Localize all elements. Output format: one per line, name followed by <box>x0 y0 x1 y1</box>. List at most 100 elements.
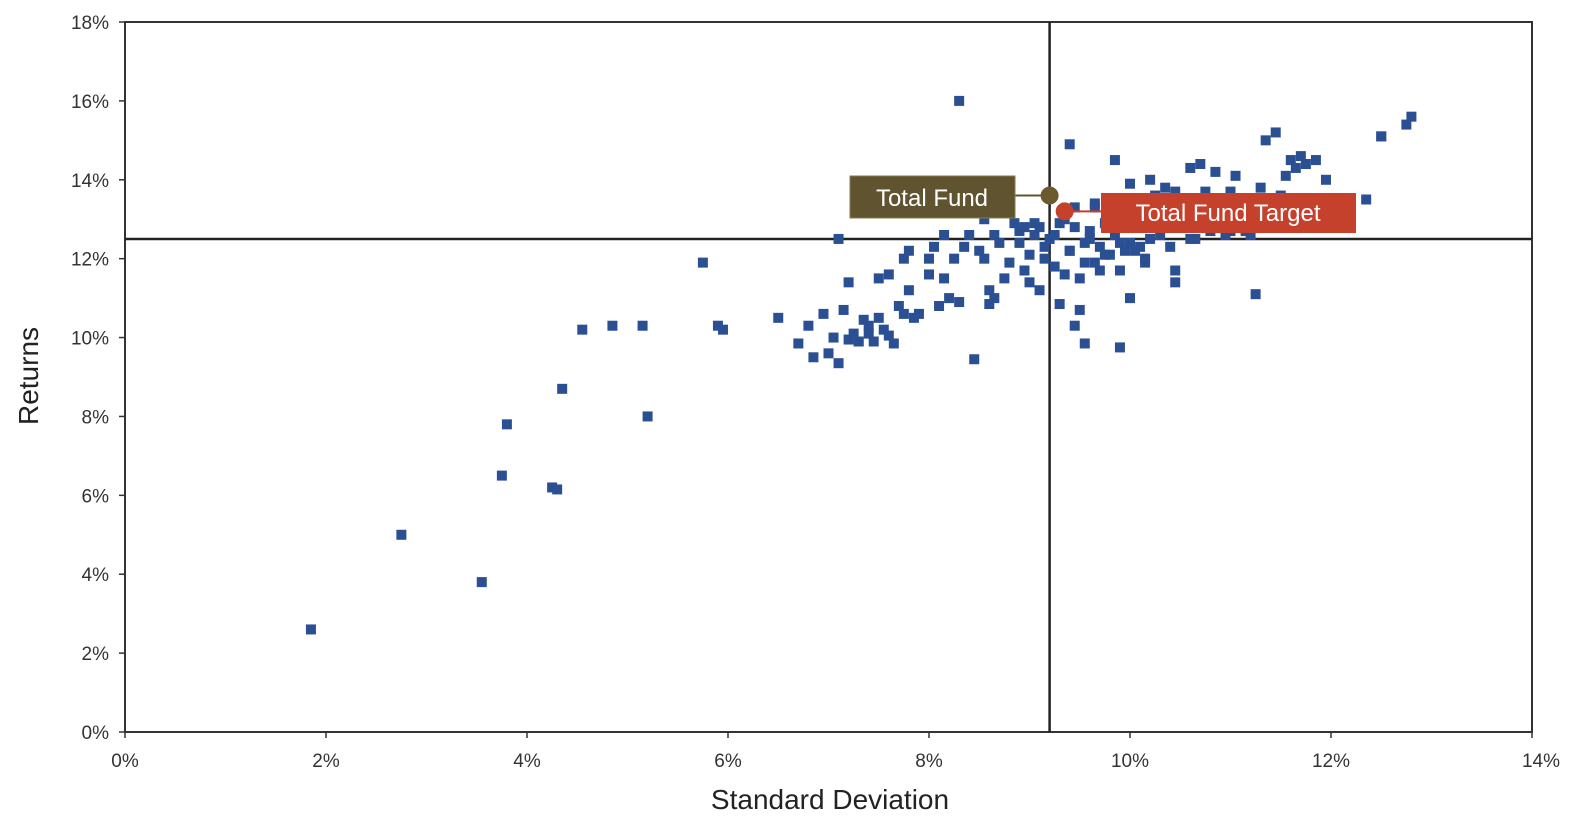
peer-point <box>1019 265 1030 276</box>
x-tick-label: 10% <box>1111 751 1149 772</box>
y-tick-label: 2% <box>82 644 110 665</box>
peer-point <box>1019 222 1030 233</box>
x-tick-label: 12% <box>1312 751 1350 772</box>
peer-point <box>1125 293 1135 304</box>
peer-point <box>1140 253 1151 264</box>
peer-point <box>908 312 919 323</box>
peer-point <box>1079 338 1090 349</box>
y-tick-label: 14% <box>71 171 109 192</box>
peer-point <box>873 273 884 284</box>
peer-point <box>853 336 864 347</box>
x-tick-label: 8% <box>915 751 943 772</box>
peer-point <box>843 334 854 345</box>
peer-point <box>1104 249 1115 260</box>
peer-point <box>863 328 874 339</box>
peer-point <box>1114 265 1125 276</box>
peer-point <box>1250 289 1261 300</box>
peer-point <box>833 233 844 244</box>
peer-point <box>999 273 1010 284</box>
peer-point <box>959 241 970 252</box>
y-tick-label: 0% <box>82 723 110 744</box>
peer-point <box>1376 131 1387 142</box>
peer-point <box>939 230 950 240</box>
peer-point <box>1290 162 1301 173</box>
peer-point <box>1014 237 1025 248</box>
peer-point <box>934 301 945 311</box>
peer-point <box>1064 139 1075 150</box>
peer-point <box>1170 186 1181 197</box>
peer-point <box>883 330 894 341</box>
peer-point <box>1039 253 1050 264</box>
total-fund-point <box>1040 186 1059 205</box>
peer-point <box>1094 241 1105 252</box>
peer-point <box>1034 222 1045 233</box>
peer-point <box>1059 269 1070 280</box>
peer-point <box>1114 237 1125 248</box>
plot-frame <box>124 21 1533 733</box>
y-tick-label: 18% <box>71 13 109 34</box>
highlight-points: Total Fund Total Fund Target <box>849 175 1356 233</box>
peer-point <box>1094 265 1105 276</box>
peer-point <box>577 324 588 335</box>
peer-point <box>1285 155 1296 166</box>
peer-point <box>501 419 512 430</box>
x-axis-ticks: 0% 2% 4% 6% 8% 10% 12% 14% <box>111 732 1560 772</box>
x-tick-label: 14% <box>1522 751 1560 772</box>
peer-point <box>1054 218 1065 229</box>
peer-point <box>974 245 985 256</box>
peer-point <box>1064 245 1075 256</box>
peer-point <box>476 577 487 588</box>
peer-point <box>637 320 648 331</box>
peer-point <box>808 352 819 363</box>
y-axis-title: Returns <box>13 327 44 425</box>
peer-point <box>1049 230 1060 240</box>
peer-point <box>979 214 990 225</box>
total-fund-target-point <box>1055 202 1074 221</box>
peer-point <box>607 320 618 331</box>
peer-point <box>1029 218 1040 229</box>
peer-point <box>843 277 854 288</box>
reference-lines <box>125 22 1532 732</box>
peer-point <box>954 95 965 106</box>
peer-point <box>888 338 899 349</box>
total-fund-target-label: Total Fund Target <box>1135 200 1320 227</box>
peer-point <box>1195 159 1206 169</box>
peer-point <box>848 328 859 339</box>
peer-point <box>1170 277 1181 288</box>
peer-point <box>1401 119 1412 130</box>
peer-point <box>1024 249 1035 260</box>
peer-point <box>979 253 990 264</box>
peer-point <box>1089 202 1100 213</box>
y-tick-label: 16% <box>71 92 109 113</box>
peer-point <box>873 312 884 323</box>
peer-point <box>1185 233 1196 244</box>
x-tick-label: 2% <box>312 751 340 772</box>
peer-point <box>1004 257 1015 268</box>
peer-point <box>1361 194 1372 205</box>
peer-point <box>642 411 653 422</box>
y-tick-label: 8% <box>82 407 110 428</box>
plot-area <box>124 21 1533 733</box>
peer-point <box>1320 174 1331 185</box>
peer-point <box>1029 230 1040 240</box>
peer-point <box>1300 159 1311 169</box>
peer-point <box>1074 273 1085 284</box>
peer-point <box>833 358 844 369</box>
peer-point <box>984 285 995 296</box>
peer-point <box>803 320 814 331</box>
peer-point <box>1069 320 1080 331</box>
peer-point <box>868 336 879 347</box>
peer-point <box>989 230 1000 240</box>
peer-point <box>1049 261 1060 272</box>
peer-point <box>828 332 839 343</box>
y-tick-label: 12% <box>71 250 109 271</box>
peer-point <box>496 470 507 481</box>
peer-point <box>1255 182 1266 193</box>
peer-point <box>697 257 708 268</box>
y-tick-label: 4% <box>82 565 110 586</box>
peer-point <box>1069 222 1080 233</box>
peer-point <box>1079 237 1090 248</box>
peer-point <box>1260 135 1271 146</box>
y-tick-label: 10% <box>71 329 109 350</box>
peer-point <box>1225 186 1236 197</box>
